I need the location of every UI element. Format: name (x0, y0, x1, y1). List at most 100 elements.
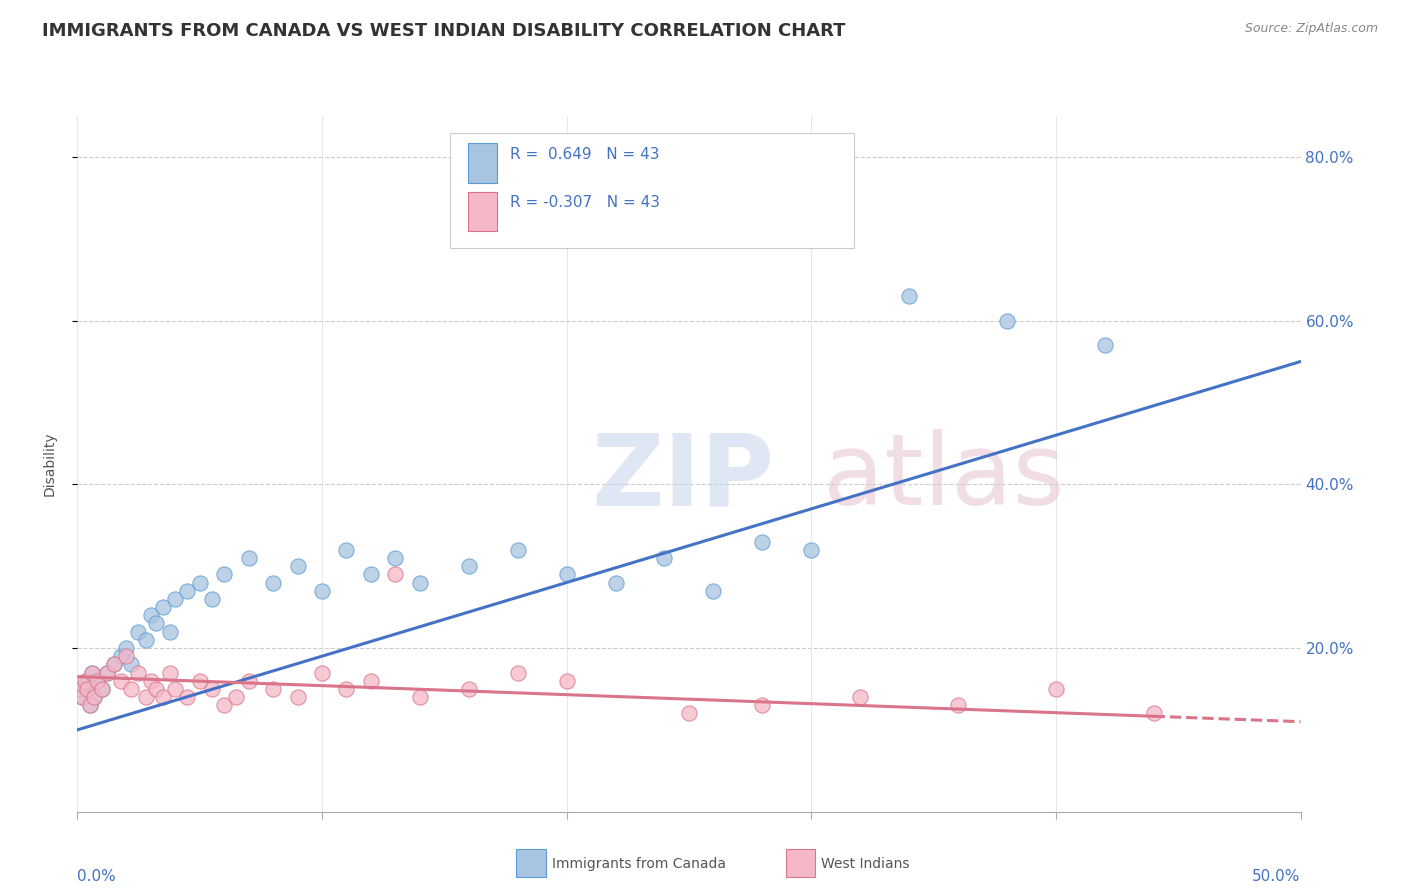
Point (555, 673, 578, 688)
Point (70, 690, 93, 705)
Point (115, 640, 138, 655)
Point (103, 657, 125, 672)
Text: R =  0.649   N = 43: R = 0.649 N = 43 (510, 146, 659, 161)
Y-axis label: Disability: Disability (42, 432, 56, 496)
Point (165, 681, 187, 696)
Text: R = -0.307   N = 43: R = -0.307 N = 43 (510, 195, 661, 211)
Point (103, 657, 125, 672)
Point (335, 542, 357, 557)
Point (73, 681, 96, 696)
Point (751, 698, 773, 713)
Point (176, 583, 198, 598)
Point (212, 567, 235, 582)
Point (360, 673, 382, 688)
Text: IMMIGRANTS FROM CANADA VS WEST INDIAN DISABILITY CORRELATION CHART: IMMIGRANTS FROM CANADA VS WEST INDIAN DI… (42, 22, 845, 40)
Point (384, 551, 406, 566)
Point (80, 665, 103, 680)
Point (188, 575, 211, 590)
Point (238, 551, 260, 566)
Point (159, 624, 181, 639)
Point (605, 575, 627, 590)
Point (83, 690, 105, 705)
Point (152, 600, 174, 615)
Point (128, 624, 150, 639)
Point (751, 534, 773, 549)
Text: Immigrants from Canada: Immigrants from Canada (553, 857, 725, 871)
Point (335, 681, 357, 696)
Point (120, 657, 142, 672)
Point (83, 690, 105, 705)
Text: Source: ZipAtlas.com: Source: ZipAtlas.com (1244, 22, 1378, 36)
Point (110, 649, 132, 664)
Point (506, 542, 529, 557)
Point (165, 591, 187, 606)
Point (76, 681, 98, 696)
Point (946, 698, 969, 713)
Point (96, 665, 118, 680)
Text: ZIP: ZIP (591, 429, 773, 526)
Point (225, 690, 247, 705)
Point (139, 673, 162, 688)
Text: 50.0%: 50.0% (1253, 869, 1301, 884)
Point (69, 681, 91, 696)
Point (115, 649, 138, 664)
Point (145, 681, 167, 696)
Point (1143, 706, 1166, 721)
Point (73, 673, 96, 688)
Point (152, 690, 174, 705)
FancyBboxPatch shape (450, 134, 853, 248)
Point (201, 681, 224, 696)
Point (79, 698, 101, 713)
Point (995, 313, 1018, 327)
Point (139, 608, 162, 623)
Point (176, 690, 198, 705)
Point (212, 698, 235, 713)
Point (90, 681, 112, 696)
Point (678, 706, 700, 721)
Point (135, 690, 157, 705)
Point (120, 681, 142, 696)
Point (76, 673, 98, 688)
Point (287, 559, 309, 574)
FancyBboxPatch shape (516, 849, 546, 877)
Point (159, 665, 181, 680)
Point (188, 673, 211, 688)
Point (201, 591, 224, 606)
Point (80, 665, 103, 680)
Point (1045, 681, 1067, 696)
Point (898, 289, 921, 303)
Point (457, 681, 479, 696)
Point (654, 551, 676, 566)
Point (70, 690, 93, 705)
Point (262, 681, 284, 696)
Point (409, 690, 432, 705)
Point (238, 673, 260, 688)
Point (86, 673, 108, 688)
Point (287, 690, 309, 705)
FancyBboxPatch shape (786, 849, 815, 877)
Point (1094, 338, 1116, 352)
Point (311, 665, 333, 680)
Point (90, 681, 112, 696)
Point (800, 542, 823, 557)
Point (384, 567, 406, 582)
Point (96, 665, 118, 680)
FancyBboxPatch shape (468, 143, 496, 183)
Point (360, 567, 382, 582)
Point (110, 673, 132, 688)
Text: atlas: atlas (824, 429, 1066, 526)
Point (311, 583, 333, 598)
Point (409, 575, 432, 590)
Point (849, 690, 872, 705)
Text: West Indians: West Indians (821, 857, 910, 871)
Point (702, 583, 724, 598)
Point (506, 665, 529, 680)
Point (262, 575, 284, 590)
Point (457, 559, 479, 574)
Point (128, 665, 150, 680)
Text: 0.0%: 0.0% (77, 869, 117, 884)
Point (135, 632, 157, 647)
FancyBboxPatch shape (468, 192, 496, 231)
Point (555, 567, 578, 582)
Point (145, 616, 167, 631)
